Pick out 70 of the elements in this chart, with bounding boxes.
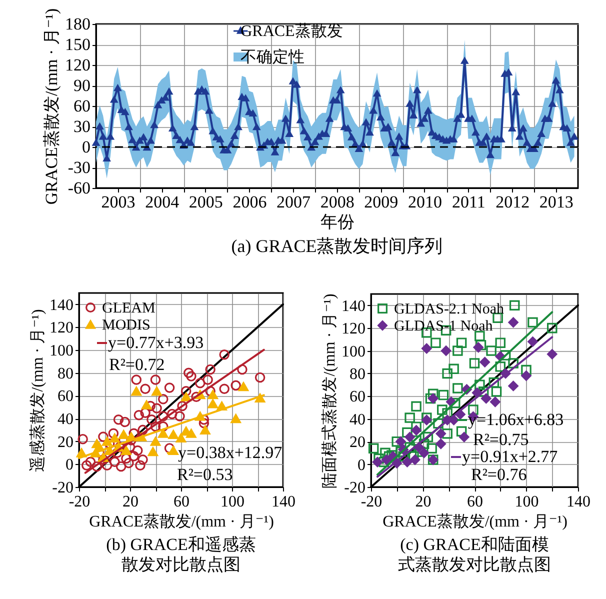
legend-label: GLDAS-1 Noah bbox=[394, 318, 494, 334]
x-tick-label: 2012 bbox=[496, 192, 530, 212]
x-tick-label: 2005 bbox=[188, 192, 223, 212]
y-tick-label: 120 bbox=[50, 320, 74, 337]
x-tick-label: 100 bbox=[514, 494, 539, 510]
y-tick-label: 180 bbox=[65, 14, 90, 34]
annotation: R²=0.53 bbox=[177, 465, 233, 484]
y-axis-title: 陆面模式蒸散发/(mm · 月⁻¹) bbox=[320, 294, 338, 488]
y-tick-label: -30 bbox=[68, 158, 90, 177]
y-tick-label: 80 bbox=[350, 366, 366, 383]
annotation: R²=0.72 bbox=[109, 355, 165, 374]
x-tick-label: 2011 bbox=[452, 192, 486, 212]
y-tick-label: 30 bbox=[74, 117, 90, 136]
x-axis-title: GRACE蒸散发/(mm · 月⁻¹) bbox=[382, 512, 568, 530]
annotation: 不确定性 bbox=[240, 48, 305, 66]
y-axis-title: GRACE蒸散发/(mm · 月⁻¹) bbox=[42, 8, 61, 205]
y-tick-label: 120 bbox=[65, 56, 90, 74]
y-tick-label: 40 bbox=[58, 411, 74, 428]
y-tick-label: 100 bbox=[342, 343, 366, 360]
text: (a) GRACE蒸散发时间序列 bbox=[231, 236, 443, 256]
legend-label: GLEAM bbox=[102, 300, 156, 316]
x-tick-label: 2010 bbox=[408, 192, 442, 212]
y-tick-label: 140 bbox=[342, 298, 366, 315]
x-tick-label: 60 bbox=[467, 494, 483, 510]
legend-label: y=0.91x+2.77 bbox=[462, 447, 558, 466]
text: (c) GRACE和陆面模式蒸散发对比散点图 bbox=[398, 535, 551, 574]
x-tick-label: 140 bbox=[566, 494, 590, 510]
y-tick-label: 90 bbox=[74, 76, 90, 95]
legend-label: y=0.77x+3.93 bbox=[108, 333, 204, 352]
y-tick-label: -20 bbox=[52, 480, 74, 496]
y-tick-label: 100 bbox=[50, 342, 74, 360]
annotation: R²=0.76 bbox=[471, 465, 527, 484]
x-tick-label: 100 bbox=[220, 494, 244, 510]
x-tick-label: 2004 bbox=[145, 192, 180, 212]
y-tick-label: 0 bbox=[66, 456, 74, 474]
x-tick-label: -20 bbox=[360, 494, 382, 510]
legend-label: y=0.38x+12.97 bbox=[178, 443, 283, 462]
x-tick-label: 20 bbox=[122, 494, 138, 510]
x-tick-label: 2003 bbox=[101, 192, 136, 212]
y-tick-label: 140 bbox=[50, 296, 74, 314]
text: (b) GRACE和遥感蒸散发对比散点图 bbox=[106, 535, 256, 574]
legend-label: MODIS bbox=[102, 318, 150, 334]
x-axis-title: GRACE蒸散发/(mm · 月⁻¹) bbox=[89, 512, 274, 530]
legend-label: GRACE蒸散发 bbox=[240, 22, 343, 40]
legend-label: y=1.06x+6.83 bbox=[468, 410, 564, 429]
y-tick-label: 0 bbox=[358, 456, 366, 474]
y-tick-label: -60 bbox=[68, 178, 90, 198]
x-tick-label: 2009 bbox=[364, 192, 398, 212]
annotation: R²=0.75 bbox=[473, 430, 529, 449]
y-tick-label: 60 bbox=[58, 388, 74, 406]
y-tick-label: 40 bbox=[350, 411, 366, 428]
y-tick-label: -20 bbox=[344, 480, 366, 496]
x-tick-label: 2007 bbox=[276, 192, 311, 212]
y-axis-title: 遥感蒸散发/(mm · 月⁻¹) bbox=[28, 309, 46, 472]
legend-label: GLDAS-2.1 Noah bbox=[394, 302, 504, 318]
x-tick-label: 140 bbox=[272, 494, 296, 510]
x-tick-label: 20 bbox=[415, 494, 432, 510]
y-tick-label: 60 bbox=[350, 388, 366, 406]
x-tick-label: 60 bbox=[174, 494, 190, 510]
x-tick-label: 2006 bbox=[232, 192, 267, 212]
y-tick-label: 20 bbox=[350, 434, 366, 452]
y-tick-label: 80 bbox=[58, 365, 74, 382]
y-tick-label: 20 bbox=[58, 434, 74, 451]
y-tick-label: 120 bbox=[342, 320, 366, 338]
x-tick-label: 2013 bbox=[539, 192, 574, 212]
y-tick-label: 0 bbox=[82, 138, 90, 156]
x-tick-label: 2008 bbox=[320, 192, 354, 212]
y-tick-label: 60 bbox=[74, 96, 90, 116]
y-tick-label: 150 bbox=[65, 35, 90, 54]
x-axis-title: 年份 bbox=[320, 212, 354, 232]
